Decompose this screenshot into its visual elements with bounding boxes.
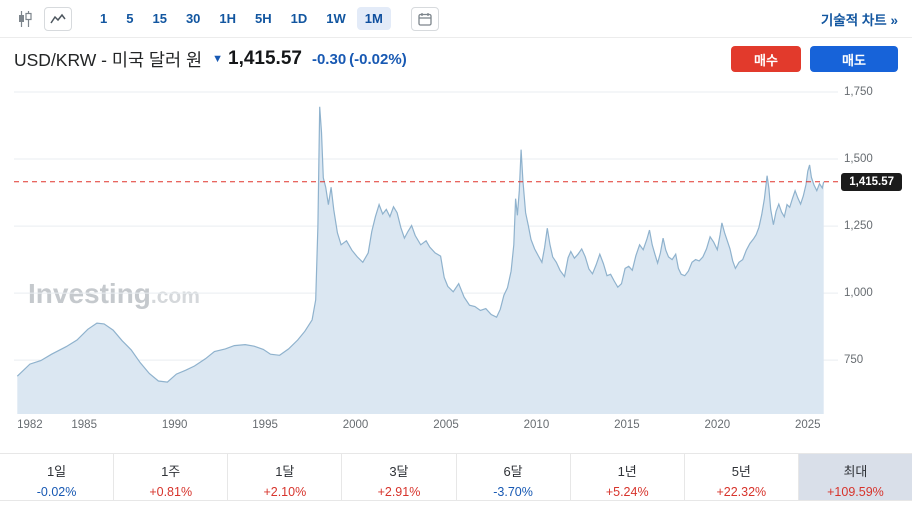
performance-change: -0.02%: [36, 485, 77, 499]
y-axis-label: 750: [844, 354, 864, 367]
last-price: 1,415.57: [228, 48, 302, 69]
performance-change: +22.32%: [716, 485, 767, 499]
performance-change: +2.91%: [377, 485, 421, 499]
candlestick-chart-icon[interactable]: [14, 8, 36, 30]
price-chart-svg[interactable]: [14, 88, 838, 414]
performance-cell-1달[interactable]: 1달 +2.10%: [228, 454, 343, 500]
timeframe-button-1M[interactable]: 1M: [356, 7, 391, 30]
y-axis-label: 1,250: [844, 220, 873, 233]
y-axis-label: 1,000: [844, 287, 873, 300]
x-axis-label: 1990: [161, 419, 188, 431]
x-axis-label: 1982: [17, 419, 43, 431]
price-change: -0.30 (-0.02%): [312, 51, 410, 68]
x-axis-label: 2015: [614, 419, 640, 431]
timeframe-button-1[interactable]: 1: [92, 7, 115, 30]
x-axis-label: 2025: [794, 419, 821, 431]
performance-cell-1주[interactable]: 1주 +0.81%: [114, 454, 229, 500]
performance-period: 1달: [275, 464, 295, 479]
current-price-tag: 1,415.57: [841, 172, 902, 191]
performance-cell-5년[interactable]: 5년 +22.32%: [685, 454, 799, 500]
buy-button[interactable]: 매수: [731, 46, 801, 72]
performance-cell-3달[interactable]: 3달 +2.91%: [342, 454, 457, 500]
performance-cell-1년[interactable]: 1년 +5.24%: [571, 454, 685, 500]
chart-type-button[interactable]: [44, 6, 72, 31]
instrument-title: USD/KRW - 미국 달러 원: [14, 49, 203, 70]
calendar-button[interactable]: [410, 6, 439, 31]
performance-change: +109.59%: [827, 485, 884, 499]
performance-strip: 1일 -0.02% 1주 +0.81% 1달 +2.10% 3달 +2.91% 6달 -3.70%…: [0, 453, 912, 501]
calendar-icon: [418, 12, 432, 26]
timeframe-button-30[interactable]: 30: [178, 7, 208, 30]
change-percent: (-0.02%): [349, 50, 407, 68]
timeframe-button-15[interactable]: 15: [144, 7, 174, 30]
timeframe-button-5[interactable]: 5: [118, 7, 141, 30]
performance-change: +2.10%: [263, 485, 307, 499]
chart-toolbar: 1 5 15 30 1H 5H 1D 1W 1M 기술적 차트 »: [0, 0, 912, 38]
performance-period: 1주: [161, 464, 181, 479]
x-axis-label: 2020: [704, 419, 731, 431]
x-axis-label: 1995: [252, 419, 278, 431]
performance-period: 1년: [617, 464, 637, 479]
chart-region[interactable]: Investing.com 1,415.57 1,750 1,500 1,250 1,…: [0, 80, 912, 453]
performance-period: 6달: [503, 464, 523, 479]
x-axis-label: 2005: [433, 419, 459, 431]
y-axis-label: 1,500: [844, 153, 873, 166]
performance-cell-6달[interactable]: 6달 -3.70%: [457, 454, 571, 500]
performance-period: 1일: [46, 464, 67, 479]
price-down-arrow-icon: ▼: [212, 53, 223, 65]
performance-period: 5년: [731, 464, 751, 479]
x-axis-label: 2010: [523, 419, 550, 431]
performance-change: +5.24%: [605, 485, 649, 499]
timeframe-button-5H[interactable]: 5H: [247, 7, 280, 30]
timeframe-button-1W[interactable]: 1W: [318, 7, 354, 30]
instrument-header: USD/KRW - 미국 달러 원 ▼ 1,415.57 -0.30 (-0.02…: [0, 38, 912, 80]
timeframe-button-1D[interactable]: 1D: [283, 7, 316, 30]
performance-period: 3달: [389, 464, 409, 479]
performance-cell-1일[interactable]: 1일 -0.02%: [0, 454, 115, 500]
change-value: -0.30: [311, 50, 347, 68]
technical-chart-link[interactable]: 기술적 차트 »: [820, 12, 898, 28]
area-chart-icon: [50, 13, 66, 23]
performance-change: -3.70%: [493, 485, 533, 499]
timeframe-button-1H[interactable]: 1H: [211, 7, 244, 30]
timeframe-group: 1 5 15 30 1H 5H 1D 1W 1M: [92, 7, 391, 30]
sell-button[interactable]: 매도: [810, 46, 898, 72]
x-axis-label: 1985: [71, 419, 97, 431]
performance-change: +0.81%: [149, 485, 193, 499]
performance-period: 최대: [843, 464, 868, 479]
performance-cell-최대[interactable]: 최대 +109.59%: [798, 454, 912, 500]
x-axis-label: 2000: [342, 419, 369, 431]
watermark-light-text: .com: [150, 285, 200, 308]
y-axis-label: 1,750: [844, 86, 873, 99]
